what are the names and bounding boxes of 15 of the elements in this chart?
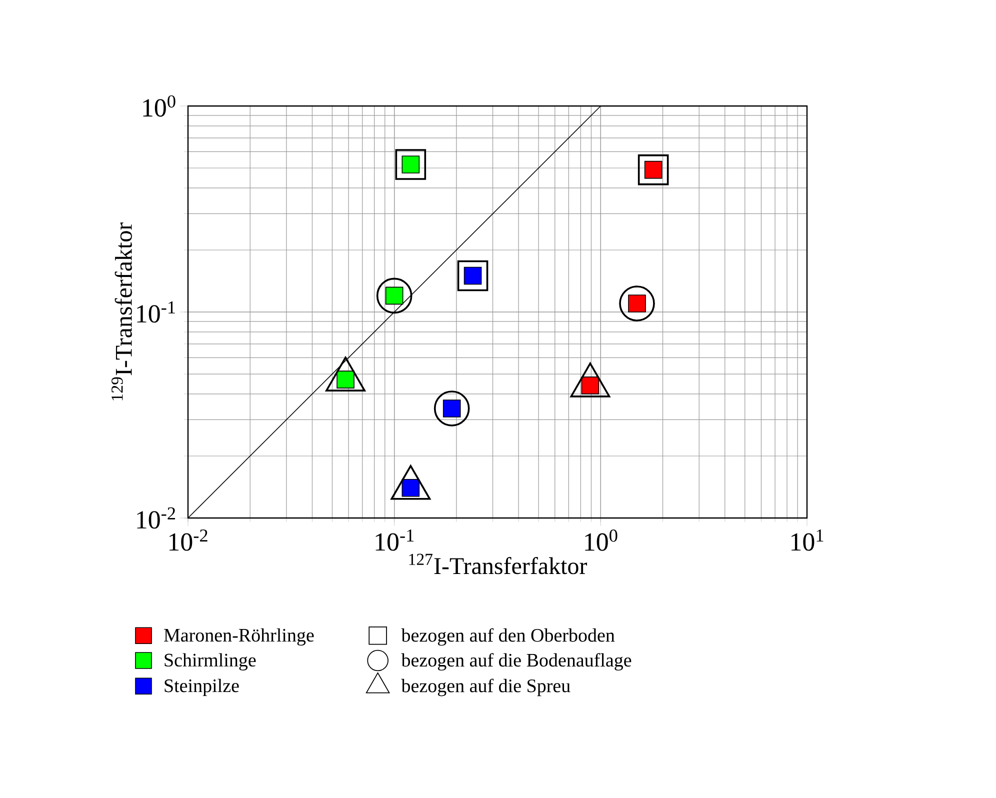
- legend-label: bezogen auf die Bodenauflage: [401, 653, 632, 671]
- x-tick-label: 10$^{-1}$: [376, 529, 414, 551]
- legend-label: Schirmlinge: [164, 653, 256, 670]
- x-tick-label: 10$^{-2}$: [169, 529, 208, 551]
- y-tick-label: 10$^{-2}$: [137, 507, 175, 529]
- x-axis-title: $^{127}$I-Transferfaktor: [409, 554, 588, 574]
- legend-label: bezogen auf die Spreu: [401, 678, 570, 696]
- y-tick-label: 10$^{-1}$: [137, 301, 175, 323]
- legend-label: Maronen-Röhrlinge: [164, 628, 314, 646]
- x-tick-label: 10$^{1}$: [791, 529, 824, 551]
- y-axis-title: $^{129}$I-Transferfaktor: [112, 222, 132, 400]
- y-tick-label: 10$^{0}$: [143, 95, 176, 117]
- legend-label: Steinpilze: [164, 678, 239, 696]
- x-tick-label: 10$^{0}$: [585, 529, 618, 551]
- legend-label: bezogen auf den Oberboden: [401, 628, 615, 646]
